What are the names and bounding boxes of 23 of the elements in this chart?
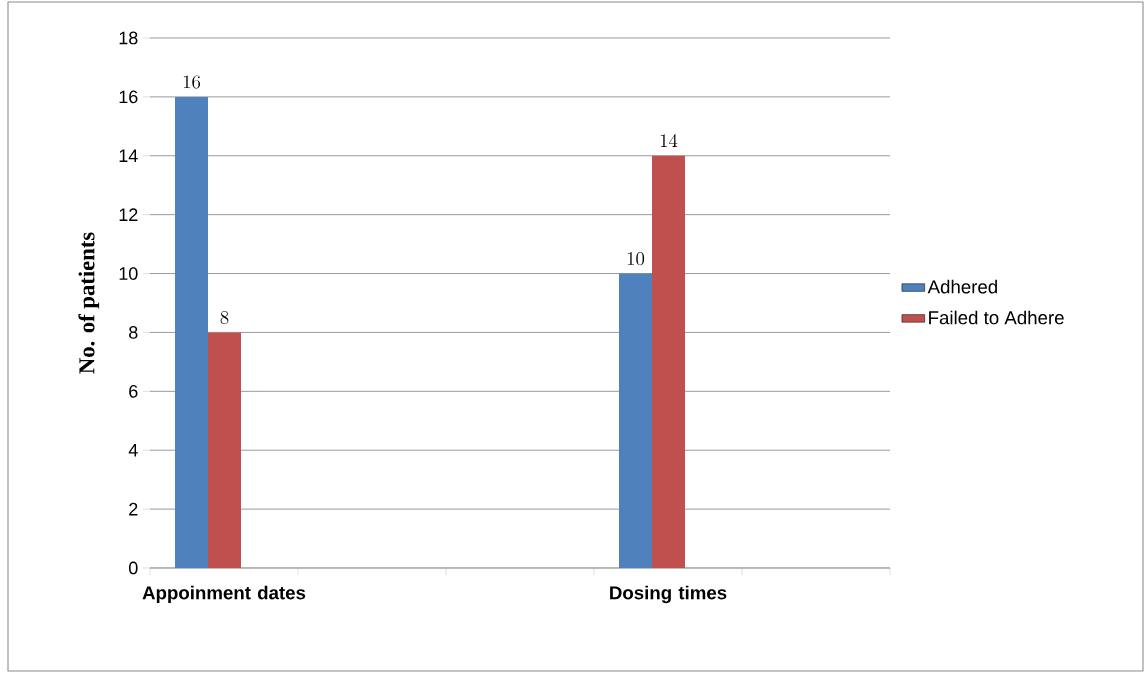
y-tick-label: 16 (119, 90, 138, 104)
y-tick-label: 10 (119, 267, 138, 280)
y-tick-label: 18 (119, 31, 138, 45)
x-tick-label: Dosing times (610, 585, 727, 604)
data-label: 14 (660, 134, 678, 148)
data-label: 8 (220, 310, 229, 325)
bar (208, 332, 241, 568)
bar (619, 273, 652, 568)
y-tick-label: 6 (129, 384, 138, 398)
data-label: 10 (627, 252, 645, 266)
legend-label: Failed to Adhere (929, 310, 1064, 325)
y-tick-label: 14 (119, 149, 138, 162)
bar (652, 155, 685, 568)
y-axis-title: No. of patients (78, 232, 100, 374)
y-tick-label: 2 (129, 502, 138, 516)
y-tick-label: 8 (129, 326, 138, 339)
legend-label: Adhered (927, 279, 997, 294)
bar (175, 96, 208, 568)
data-label: 16 (183, 75, 201, 89)
x-tick-label: Appoinment dates (142, 585, 306, 604)
y-tick-label: 0 (128, 561, 138, 575)
y-tick-label: 4 (128, 444, 138, 457)
y-tick-label: 12 (119, 208, 138, 221)
